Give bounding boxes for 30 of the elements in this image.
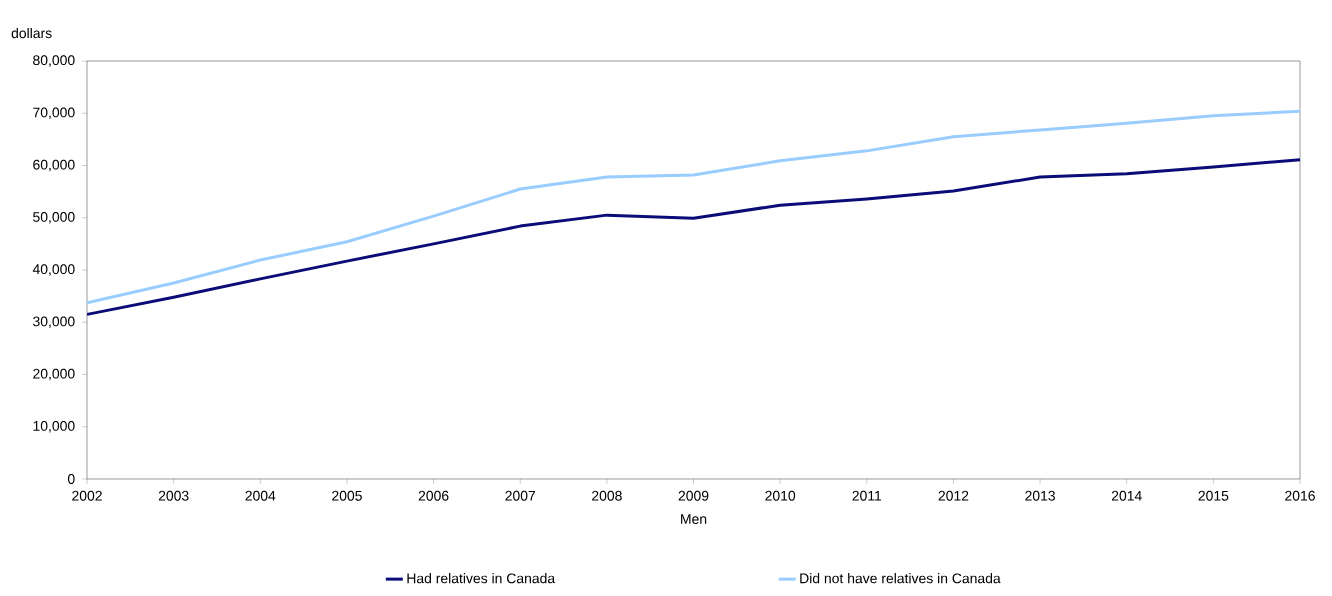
x-tick-label: 2014 (1111, 490, 1142, 501)
y-tick-label: 40,000 (32, 264, 75, 276)
x-tick-label: 2015 (1198, 490, 1229, 501)
x-tick-label: 2012 (938, 490, 969, 501)
y-tick-label: 0 (67, 474, 75, 484)
x-tick-label: 2005 (332, 490, 362, 501)
x-tick-label: 2011 (852, 490, 882, 501)
x-tick-label: 2006 (418, 490, 449, 501)
legend-label: Had relatives in Canada (407, 573, 556, 584)
y-tick-label: 50,000 (33, 211, 75, 224)
y-tick-label: 70,000 (33, 107, 75, 119)
y-axis-title: dollars (11, 27, 52, 39)
y-tick-label: 60,000 (33, 159, 75, 172)
legend-label: Did not have relatives in Canada (800, 573, 1001, 584)
y-tick-label: 80,000 (33, 55, 75, 67)
x-tick-label: 2007 (505, 490, 536, 501)
y-tick-label: 10,000 (33, 420, 75, 433)
x-tick-label: 2010 (765, 490, 796, 501)
x-tick-label: 2009 (678, 490, 709, 501)
x-tick-label: 2008 (592, 490, 622, 501)
line-series (87, 158, 1301, 316)
x-axis-title: Men (681, 514, 707, 524)
x-tick-label: 2002 (72, 490, 102, 501)
line-series (87, 109, 1301, 305)
y-tick-label: 20,000 (33, 368, 75, 381)
x-tick-label: 2016 (1285, 490, 1315, 501)
y-tick-label: 30,000 (33, 316, 75, 328)
x-tick-label: 2013 (1025, 490, 1055, 501)
x-tick-label: 2004 (245, 490, 276, 501)
x-tick-label: 2003 (158, 490, 189, 501)
